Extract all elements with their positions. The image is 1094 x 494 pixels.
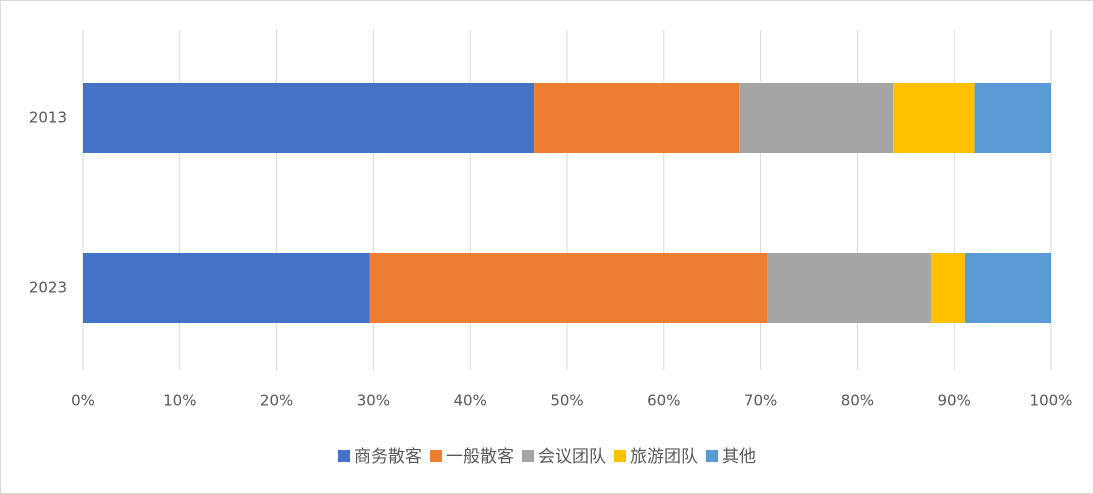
bar-segment <box>534 83 740 153</box>
bar-segment <box>964 253 1051 323</box>
legend-text: 其他 <box>722 447 756 467</box>
bar-segment <box>930 253 965 323</box>
legend-text: 商务散客 <box>354 447 422 467</box>
bar-segment <box>83 253 370 323</box>
x-tick-label: 100% <box>1030 392 1073 410</box>
x-tick-label: 10% <box>163 392 196 410</box>
legend-swatch <box>706 450 718 462</box>
y-tick-label: 2013 <box>29 109 67 127</box>
x-tick-label: 0% <box>71 392 95 410</box>
legend-text: 会议团队 <box>538 447 606 467</box>
bar-segment <box>893 83 975 153</box>
bar-segment <box>739 83 894 153</box>
x-tick-label: 70% <box>744 392 777 410</box>
legend-text: 旅游团队 <box>630 447 698 467</box>
x-tick-label: 80% <box>841 392 874 410</box>
x-tick-label: 90% <box>938 392 971 410</box>
x-tick-label: 30% <box>357 392 390 410</box>
x-tick-label: 20% <box>260 392 293 410</box>
x-tick-label: 40% <box>454 392 487 410</box>
x-tick-label: 50% <box>550 392 583 410</box>
bar-segment <box>974 83 1051 153</box>
legend-swatch <box>430 450 442 462</box>
bar-segment <box>83 83 535 153</box>
bar-segment <box>369 253 768 323</box>
x-tick-label: 60% <box>647 392 680 410</box>
y-tick-label: 2023 <box>29 279 67 297</box>
bar-segment <box>767 253 931 323</box>
legend-text: 一般散客 <box>446 447 514 467</box>
legend-swatch <box>522 450 534 462</box>
legend-swatch <box>614 450 626 462</box>
legend-swatch <box>338 450 350 462</box>
